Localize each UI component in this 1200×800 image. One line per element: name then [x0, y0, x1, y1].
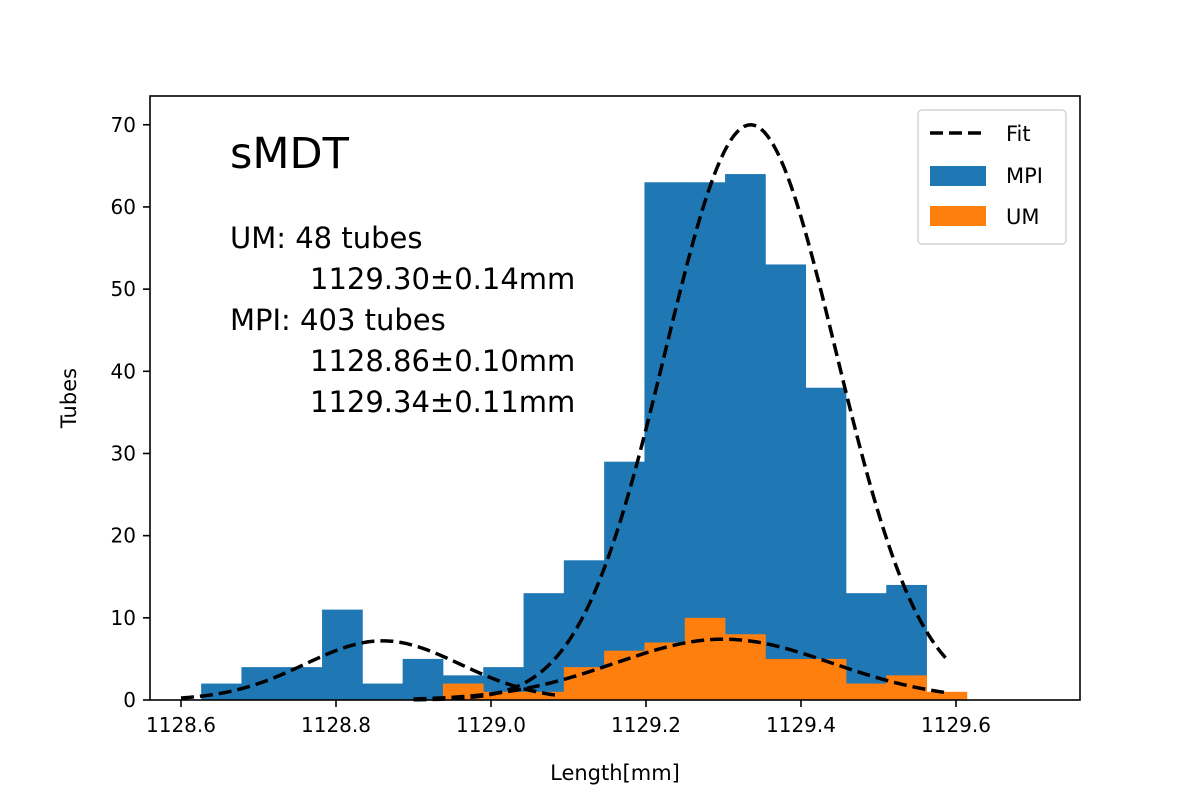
bar-mpi	[684, 182, 726, 701]
y-tick-label: 40	[111, 359, 136, 383]
y-tick-label: 0	[123, 688, 136, 712]
plot-frame	[149, 95, 1081, 701]
x-tick-label: 1128.6	[146, 713, 216, 737]
y-tick-label: 20	[111, 524, 136, 548]
annotation-um-count: UM: 48 tubes	[230, 221, 422, 255]
bar-um	[523, 691, 565, 700]
bar-mpi	[805, 387, 847, 700]
legend-um-label: UM	[1006, 205, 1040, 229]
y-tick-label: 60	[111, 195, 136, 219]
bar-mpi	[765, 264, 807, 700]
x-tick-label: 1129.6	[921, 713, 991, 737]
bar-mpi	[644, 182, 686, 701]
bars-layer	[201, 174, 968, 701]
fit-curve-3	[413, 637, 949, 701]
y-tick-label: 50	[111, 277, 136, 301]
annotation-um-fit: 1129.30±0.14mm	[310, 262, 575, 296]
legend-mpi-label: MPI	[1006, 164, 1043, 188]
annotation-mpi-fit-1: 1128.86±0.10mm	[310, 344, 575, 378]
legend: Fit MPI UM	[917, 109, 1067, 245]
x-tick-label: 1129.2	[611, 713, 681, 737]
bar-um	[926, 691, 968, 700]
bar-um	[483, 691, 524, 700]
annotations: UM: 48 tubes 1129.30±0.14mm MPI: 403 tub…	[230, 221, 575, 419]
x-tick-label: 1129.4	[766, 713, 836, 737]
legend-fit-label: Fit	[1006, 122, 1031, 146]
legend-mpi-swatch	[930, 166, 986, 186]
bar-um	[684, 617, 726, 700]
fit-curves-layer	[180, 123, 950, 702]
y-tick-label: 10	[111, 606, 136, 630]
annotation-mpi-fit-2: 1129.34±0.11mm	[310, 385, 575, 419]
bar-um	[644, 642, 686, 700]
x-axis-label: Length[mm]	[550, 761, 680, 785]
chart-title: sMDT	[230, 129, 350, 179]
bar-mpi	[362, 683, 404, 700]
y-tick-label: 30	[111, 441, 136, 465]
bar-um	[765, 658, 807, 700]
y-axis-label: Tubes	[57, 368, 81, 429]
bar-mpi	[402, 658, 444, 700]
x-tick-label: 1129.0	[456, 713, 526, 737]
bar-mpi	[845, 593, 887, 700]
annotation-mpi-count: MPI: 403 tubes	[230, 303, 446, 337]
bar-mpi	[523, 593, 565, 700]
bar-um	[845, 683, 887, 700]
y-axis-ticks: 0 10 20 30 40 50 60 70	[111, 113, 150, 712]
bar-mpi	[725, 174, 766, 701]
fit-curve-2	[413, 123, 950, 702]
fit-curve-1	[180, 639, 561, 700]
x-tick-label: 1128.8	[301, 713, 371, 737]
bar-mpi	[281, 667, 323, 700]
y-tick-label: 70	[111, 113, 136, 137]
legend-um-swatch	[930, 206, 986, 226]
bar-um	[725, 634, 766, 700]
x-axis-ticks: 1128.6 1128.8 1129.0 1129.2 1129.4 1129.6	[146, 700, 991, 737]
